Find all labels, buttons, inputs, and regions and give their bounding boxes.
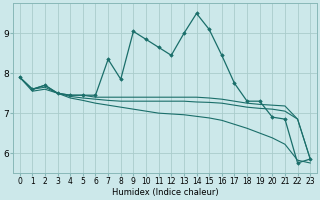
X-axis label: Humidex (Indice chaleur): Humidex (Indice chaleur) xyxy=(112,188,218,197)
